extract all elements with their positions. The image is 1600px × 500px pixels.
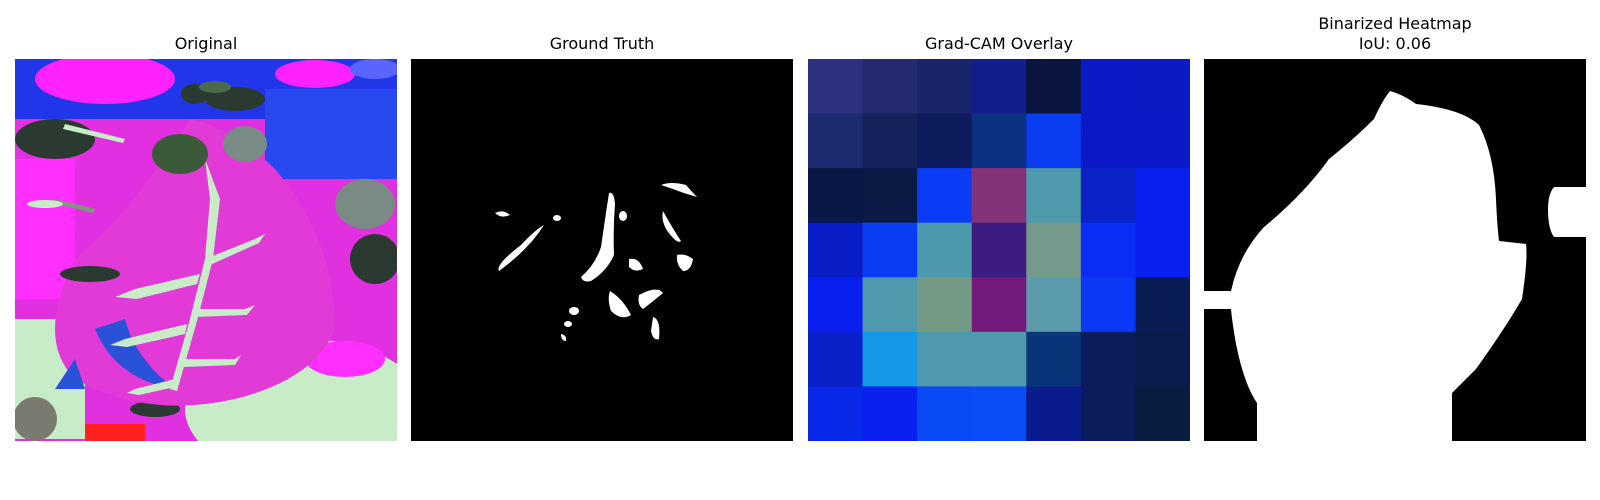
heatmap-cell <box>1135 277 1190 333</box>
heatmap-cell <box>1080 222 1137 278</box>
ground-truth-mask <box>411 59 793 441</box>
heatmap-cell <box>1135 168 1190 224</box>
heatmap-cell <box>1026 386 1082 441</box>
heatmap-cell <box>971 386 1027 441</box>
binarized-heatmap-panel: Binarized Heatmap IoU: 0.06 <box>1204 0 1586 500</box>
heatmap-cell <box>1026 168 1082 224</box>
heatmap-cell <box>1026 277 1082 333</box>
heatmap-cell <box>917 277 973 333</box>
heatmap-cell <box>1080 277 1137 333</box>
heatmap-cell <box>1026 113 1082 169</box>
heatmap-cell <box>1026 331 1082 388</box>
heatmap-cell <box>917 386 973 441</box>
heatmap-cell <box>1135 386 1190 441</box>
heatmap-cell <box>1026 222 1082 278</box>
gradcam-grid <box>808 59 1190 441</box>
heatmap-cell <box>862 168 918 224</box>
original-image <box>15 59 397 441</box>
gradcam-overlay-title: Grad-CAM Overlay <box>925 34 1073 53</box>
heatmap-cell <box>862 277 918 333</box>
heatmap-cell <box>1080 59 1137 115</box>
heatmap-cell <box>808 222 864 278</box>
gradcam-overlay-panel: Grad-CAM Overlay <box>808 0 1190 500</box>
heatmap-cell <box>808 331 864 388</box>
heatmap-cell <box>1080 386 1137 441</box>
heatmap-cell <box>971 168 1027 224</box>
heatmap-cell <box>1135 59 1190 115</box>
binarized-mask <box>1204 59 1586 441</box>
heatmap-cell <box>1026 59 1082 115</box>
heatmap-cell <box>917 59 973 115</box>
heatmap-cell <box>862 222 918 278</box>
heatmap-cell <box>971 331 1027 388</box>
heatmap-cell <box>862 59 918 115</box>
heatmap-cell <box>917 331 973 388</box>
heatmap-cell <box>1080 331 1137 388</box>
heatmap-cell <box>808 386 864 441</box>
heatmap-cell <box>1135 113 1190 169</box>
ground-truth-panel: Ground Truth <box>411 0 793 500</box>
heatmap-cell <box>862 331 918 388</box>
heatmap-cell <box>1135 222 1190 278</box>
original-title: Original <box>174 34 238 53</box>
heatmap-cell <box>808 277 864 333</box>
gradcam-heatmap <box>808 59 1190 441</box>
heatmap-cell <box>808 168 864 224</box>
heatmap-cell <box>862 113 918 169</box>
heatmap-cell <box>971 59 1027 115</box>
heatmap-cell <box>808 59 864 115</box>
iou-label: IoU: 0.06 <box>1358 34 1432 53</box>
heatmap-cell <box>917 113 973 169</box>
heatmap-cell <box>917 168 973 224</box>
heatmap-cell <box>971 113 1027 169</box>
heatmap-cell <box>862 386 918 441</box>
heatmap-cell <box>1080 113 1137 169</box>
binarized-heatmap-title: Binarized Heatmap <box>1318 14 1472 33</box>
heatmap-cell <box>1080 168 1137 224</box>
heatmap-cell <box>971 277 1027 333</box>
heatmap-cell <box>1135 331 1190 388</box>
heatmap-cell <box>917 222 973 278</box>
ground-truth-title: Ground Truth <box>549 34 655 53</box>
heatmap-cell <box>971 222 1027 278</box>
heatmap-cell <box>808 113 864 169</box>
original-panel: Original <box>15 0 397 500</box>
